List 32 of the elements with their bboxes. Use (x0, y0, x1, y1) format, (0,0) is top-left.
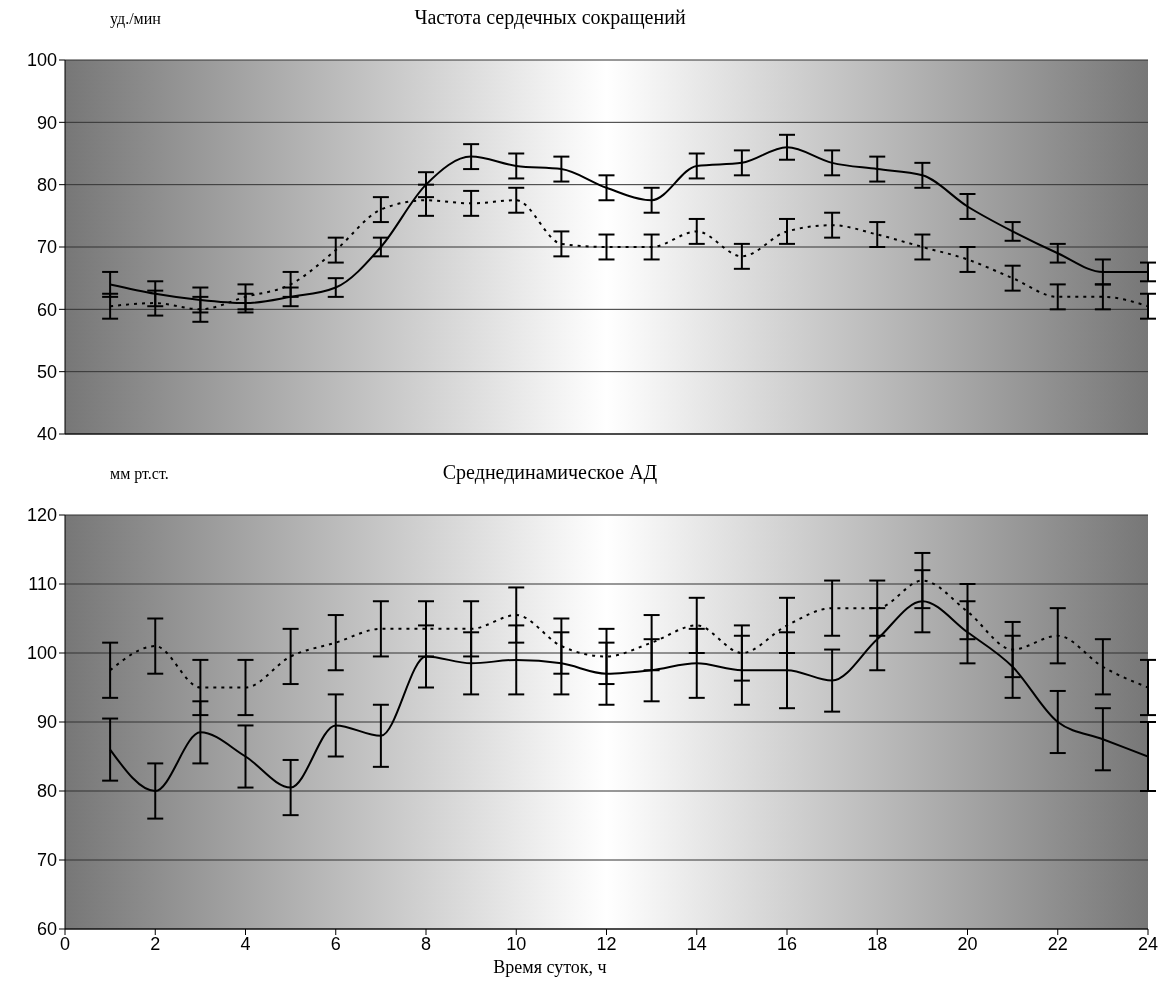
y-tick-label: 50 (36, 362, 57, 383)
y-axis-title: уд./мин (110, 10, 161, 28)
y-tick-label: 120 (26, 505, 57, 526)
y-axis-title: мм рт.ст. (110, 465, 169, 483)
x-tick-label: 10 (506, 933, 527, 954)
x-tick-label: 12 (596, 933, 617, 954)
x-tick-label: 16 (776, 933, 798, 954)
y-tick-label: 110 (28, 574, 57, 595)
y-tick-label: 80 (36, 781, 57, 802)
y-tick-label: 70 (36, 237, 57, 258)
x-tick-label: 22 (1047, 933, 1068, 954)
y-tick-label: 60 (36, 919, 57, 940)
y-tick-label: 40 (36, 424, 57, 445)
x-axis-title: Время суток, ч (492, 957, 608, 978)
x-tick-label: 20 (957, 933, 978, 954)
chart-title: Среднединамическое АД (441, 461, 659, 484)
y-tick-label: 60 (36, 299, 57, 320)
chart-title: Частота сердечных сокращений (413, 6, 687, 29)
x-tick-label: 6 (330, 933, 341, 954)
y-tick-label: 100 (26, 50, 57, 71)
y-tick-label: 80 (36, 175, 57, 196)
x-tick-label: 8 (420, 933, 432, 954)
x-tick-label: 0 (59, 933, 71, 954)
x-tick-label: 18 (867, 933, 888, 954)
x-tick-label: 2 (150, 933, 161, 954)
y-tick-label: 70 (36, 850, 57, 871)
y-tick-label: 100 (26, 643, 57, 664)
x-tick-label: 24 (1137, 933, 1159, 954)
y-tick-label: 90 (36, 112, 57, 133)
x-tick-label: 14 (686, 933, 707, 954)
x-tick-label: 4 (240, 933, 251, 954)
y-tick-label: 90 (36, 712, 57, 733)
